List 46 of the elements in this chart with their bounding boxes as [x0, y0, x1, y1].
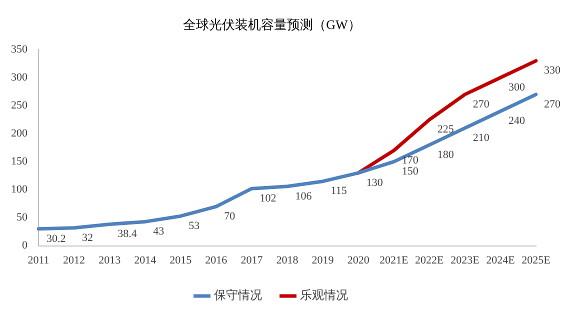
x-tick-label: 2018: [276, 254, 299, 266]
y-tick-label: 350: [11, 43, 28, 56]
x-tick-label: 2025E: [522, 254, 551, 266]
data-label: 270: [472, 98, 490, 110]
x-tick-label: 2023E: [450, 254, 480, 266]
data-label: 30.2: [46, 232, 66, 245]
x-tick-label: 2021E: [379, 254, 408, 266]
y-tick-label: 100: [11, 184, 28, 196]
x-tick-label: 2019: [312, 254, 334, 266]
y-tick-label: 300: [11, 72, 28, 84]
y-tick-label: 0: [22, 240, 28, 252]
x-tick-label: 2012: [63, 254, 86, 266]
data-label: 300: [508, 82, 526, 94]
data-label: 130: [366, 176, 384, 189]
data-label: 102: [260, 192, 276, 205]
data-label: 150: [402, 166, 419, 178]
data-label: 210: [472, 132, 490, 144]
x-tick-label: 2013: [98, 254, 122, 266]
data-label: 43: [153, 226, 165, 238]
data-label: 70: [224, 210, 236, 222]
data-label: 106: [295, 190, 312, 202]
data-label: 240: [508, 115, 526, 128]
chart-title: 全球光伏装机容量预测（GW）: [183, 17, 361, 32]
y-tick-label: 250: [11, 100, 28, 112]
legend-label: 保守情况: [214, 288, 262, 302]
x-tick-label: 2014: [134, 254, 157, 266]
x-tick-label: 2016: [205, 254, 228, 266]
x-tick-label: 2011: [28, 254, 50, 266]
y-tick-label: 50: [16, 212, 28, 224]
data-label: 38.4: [118, 228, 138, 240]
data-label: 330: [544, 64, 561, 77]
y-tick-label: 200: [11, 128, 28, 140]
x-tick-label: 2017: [240, 254, 264, 266]
x-tick-label: 2024E: [486, 254, 516, 266]
data-label: 180: [437, 148, 454, 161]
x-tick-label: 2020: [347, 254, 370, 266]
data-label: 115: [330, 185, 348, 198]
y-tick-label: 150: [11, 156, 28, 168]
x-tick-label: 2015: [170, 254, 192, 266]
data-label: 32: [82, 232, 94, 244]
legend-label: 乐观情况: [300, 288, 348, 302]
data-label: 53: [188, 220, 200, 232]
data-label: 170: [402, 154, 419, 166]
x-tick-label: 2022E: [415, 254, 444, 266]
data-label: 270: [544, 98, 561, 110]
data-label: 225: [437, 124, 454, 136]
